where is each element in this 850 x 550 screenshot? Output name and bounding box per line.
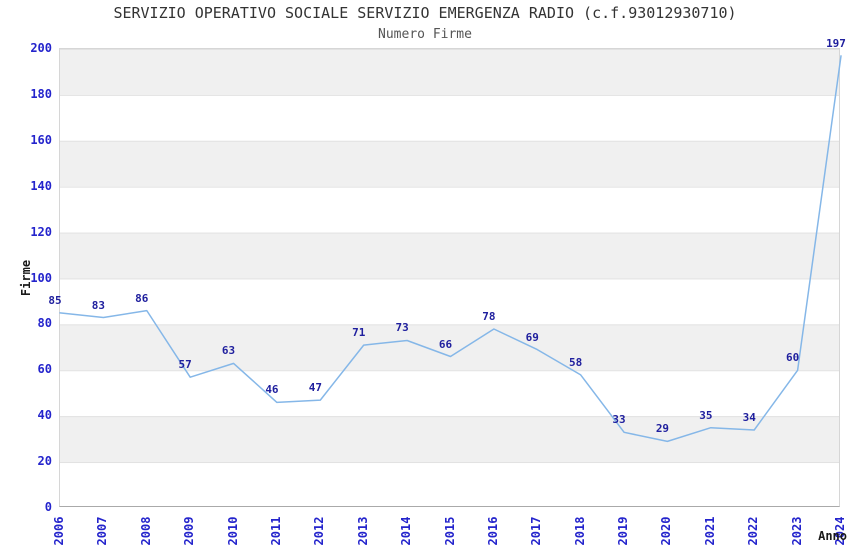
x-tick-label: 2015 bbox=[442, 516, 457, 546]
data-label: 29 bbox=[655, 422, 670, 436]
data-label: 58 bbox=[569, 355, 583, 369]
x-tick-label: 2018 bbox=[572, 516, 587, 546]
data-label: 47 bbox=[308, 381, 322, 395]
chart-subtitle: Numero Firme bbox=[378, 27, 472, 42]
x-tick-label: 2019 bbox=[616, 516, 631, 546]
data-label: 85 bbox=[48, 293, 62, 307]
data-label: 69 bbox=[525, 330, 539, 344]
data-label: 83 bbox=[91, 298, 105, 312]
data-label: 197 bbox=[826, 36, 846, 50]
x-tick-label: 2006 bbox=[52, 516, 66, 546]
chart-title: SERVIZIO OPERATIVO SOCIALE SERVIZIO EMER… bbox=[113, 4, 737, 22]
y-tick-label: 80 bbox=[37, 316, 52, 331]
y-tick-label: 100 bbox=[30, 270, 52, 285]
y-tick-label: 0 bbox=[44, 500, 52, 514]
x-axis-title: Anno bbox=[818, 529, 847, 543]
x-tick-label: 2011 bbox=[268, 516, 283, 546]
data-label: 60 bbox=[785, 351, 800, 365]
x-tick-label: 2021 bbox=[702, 516, 717, 546]
data-label: 73 bbox=[395, 321, 409, 335]
data-label: 57 bbox=[178, 358, 192, 372]
plot-area bbox=[59, 48, 842, 507]
data-label: 35 bbox=[699, 408, 713, 422]
series-line bbox=[59, 55, 842, 443]
data-label: 78 bbox=[482, 309, 496, 323]
x-tick-label: 2016 bbox=[485, 516, 500, 546]
y-tick-label: 180 bbox=[30, 86, 52, 101]
data-label: 63 bbox=[221, 344, 236, 358]
y-tick-label: 40 bbox=[37, 408, 52, 423]
x-tick-label: 2020 bbox=[659, 516, 674, 546]
x-tick-label: 2010 bbox=[225, 516, 240, 546]
y-tick-label: 200 bbox=[30, 41, 52, 55]
y-tick-label: 20 bbox=[37, 454, 52, 469]
data-label: 71 bbox=[352, 326, 366, 340]
x-tick-label: 2008 bbox=[138, 516, 153, 546]
data-label: 46 bbox=[265, 383, 279, 397]
y-tick-label: 120 bbox=[30, 224, 52, 239]
x-tick-label: 2007 bbox=[95, 516, 110, 546]
x-tick-label: 2014 bbox=[399, 516, 414, 546]
y-tick-label: 160 bbox=[30, 132, 52, 147]
y-tick-label: 60 bbox=[37, 362, 52, 377]
x-tick-label: 2009 bbox=[182, 516, 197, 546]
series-svg bbox=[59, 55, 842, 443]
x-tick-label: 2012 bbox=[312, 516, 327, 546]
x-tick-label: 2023 bbox=[789, 516, 804, 546]
data-label: 86 bbox=[135, 291, 149, 305]
data-label: 66 bbox=[438, 337, 453, 351]
x-tick-label: 2013 bbox=[355, 516, 370, 546]
data-label: 34 bbox=[742, 410, 756, 424]
y-tick-label: 140 bbox=[30, 178, 52, 193]
data-label: 33 bbox=[612, 413, 626, 427]
x-tick-label: 2022 bbox=[746, 516, 761, 546]
x-tick-label: 2017 bbox=[529, 516, 544, 546]
